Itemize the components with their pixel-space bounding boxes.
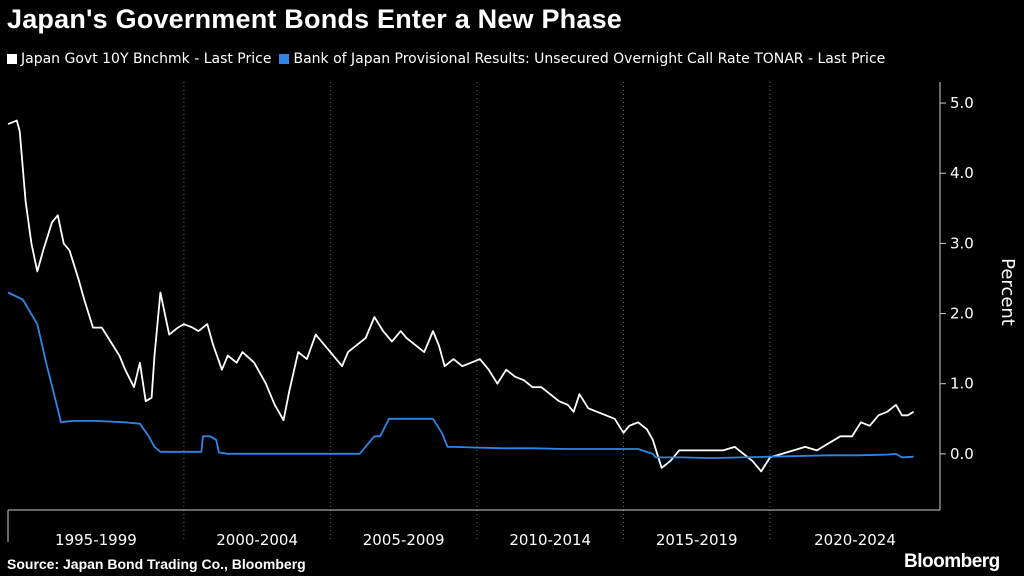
x-tick-label: 2010-2014 [509,531,591,549]
series-lines [7,119,915,473]
legend-label-tonar: Bank of Japan Provisional Results: Unsec… [293,51,886,67]
bloomberg-logo: Bloomberg [904,551,1000,572]
legend-item-tonar: Bank of Japan Provisional Results: Unsec… [279,51,885,67]
legend-swatch-blue [279,54,290,64]
x-tick-label: 2020-2024 [814,531,896,549]
y-tick-label: 0.0 [950,445,974,463]
x-tick-label: 2000-2004 [216,531,298,549]
x-tick-label: 2005-2009 [363,531,445,549]
y-tick-label: 3.0 [950,234,974,252]
x-tick-label: 2015-2019 [656,531,738,549]
grid-lines [183,82,771,542]
series-line-tonar [7,291,914,460]
axes [7,82,946,542]
legend: Japan Govt 10Y Bnchmk - Last Price Bank … [7,51,893,67]
series-line-jgb-10y [7,119,915,473]
legend-label-jgb-10y: Japan Govt 10Y Bnchmk - Last Price [21,51,272,67]
y-tick-label: 2.0 [950,305,974,323]
legend-swatch-white [7,54,17,64]
tick-labels: 0.0 1.0 2.0 3.0 4.0 5.0 1995-1999 2000-2004 2005… [55,94,974,549]
y-tick-label: 1.0 [950,375,974,393]
x-tick-label: 1995-1999 [55,531,137,549]
y-tick-label: 5.0 [950,94,974,112]
legend-item-jgb-10y: Japan Govt 10Y Bnchmk - Last Price [7,51,271,67]
y-axis-label: Percent [997,258,1018,326]
y-tick-label: 4.0 [950,164,974,182]
chart-title: Japan's Government Bonds Enter a New Pha… [7,4,623,34]
source-note: Source: Japan Bond Trading Co., Bloomber… [7,556,306,572]
